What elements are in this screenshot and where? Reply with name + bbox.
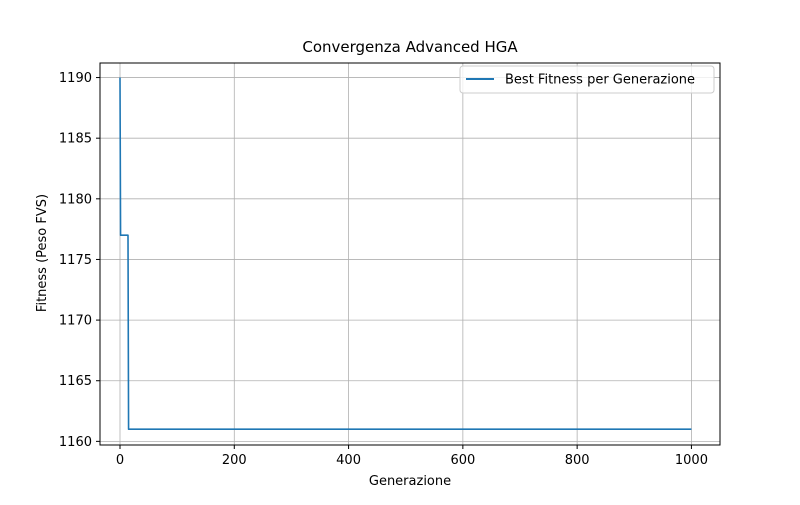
grid [100,63,720,445]
legend: Best Fitness per Generazione [459,65,715,94]
x-axis-label: Generazione [369,474,451,489]
plot-area-frame [99,62,721,446]
x-tick-label: 400 [336,453,361,468]
y-tick-label: 1175 [59,253,92,268]
legend-box [459,65,715,94]
y-tick-label: 1185 [59,132,92,147]
x-tick-label: 0 [116,453,124,468]
chart-title: Convergenza Advanced HGA [302,38,518,56]
x-axis-ticks: 0 200 400 600 800 1000 [116,445,708,468]
x-tick-label: 1000 [675,453,708,468]
series-line [119,77,692,431]
y-tick-label: 1180 [59,192,92,207]
x-tick-label: 200 [222,453,247,468]
y-tick-label: 1190 [59,71,92,86]
y-axis-ticks: 1160 1165 1170 1175 1180 1185 1190 [59,71,100,450]
series-layer [119,77,692,431]
y-tick-label: 1170 [59,314,92,329]
legend-label: Best Fitness per Generazione [505,73,695,88]
y-tick-label: 1165 [59,374,92,389]
x-tick-label: 800 [565,453,590,468]
x-tick-label: 600 [450,453,475,468]
y-axis-label: Fitness (Peso FVS) [35,194,50,312]
y-tick-label: 1160 [59,435,92,450]
